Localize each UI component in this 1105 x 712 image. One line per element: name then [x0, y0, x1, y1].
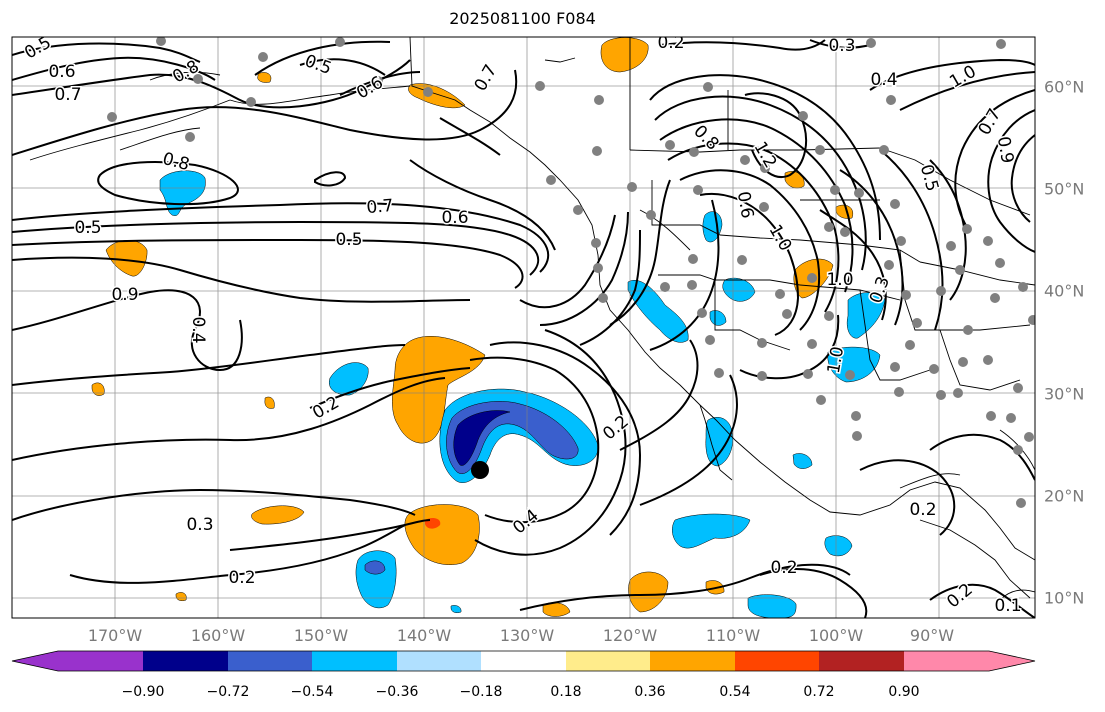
- lon-tick-label: 90°W: [909, 626, 955, 645]
- colorbar-tick-label: 0.36: [634, 684, 666, 700]
- contour-label: 0.2: [228, 568, 255, 588]
- contour-label: 0.3: [186, 515, 213, 535]
- contour-label: 0.2: [657, 33, 684, 53]
- lon-tick-label: 150°W: [293, 626, 349, 645]
- lat-tick-label: 20°N: [1044, 486, 1085, 506]
- colorbar-segment: [312, 651, 397, 671]
- colorbar-tick-label: 0.72: [803, 684, 835, 700]
- contour-label: 0.1: [994, 596, 1021, 616]
- lon-tick-label: 170°W: [87, 626, 143, 645]
- lon-tick-label: 100°W: [808, 626, 864, 645]
- lat-tick-label: 40°N: [1044, 281, 1085, 301]
- lon-tick-label: 120°W: [602, 626, 658, 645]
- lon-tick-label: 110°W: [705, 626, 761, 645]
- contour-label: 0.6: [441, 208, 468, 228]
- contour-label: 0.2: [770, 558, 797, 578]
- colorbar-segment: [58, 651, 143, 671]
- contour-label: 0.6: [733, 190, 757, 220]
- contour-label: 0.9: [111, 285, 138, 305]
- colorbar-extend-high: [989, 651, 1035, 671]
- colorbar-tick-label: −0.54: [290, 684, 334, 700]
- map-title: 2025081100 F084: [449, 9, 596, 28]
- lat-tick-label: 50°N: [1044, 179, 1085, 199]
- colorbar-segment: [566, 651, 650, 671]
- contour-label: 0.9: [993, 135, 1017, 165]
- colorbar-segment: [228, 651, 312, 671]
- contour-label: 0.6: [48, 62, 75, 82]
- contour-label: 0.5: [335, 230, 362, 250]
- colorbar-segment: [819, 651, 904, 671]
- contour-label: 0.3: [828, 36, 855, 56]
- station-dots: [107, 37, 1035, 508]
- contour-label: 0.7: [54, 85, 81, 105]
- colorbar-segment: [397, 651, 481, 671]
- positive-anomaly-shading: [91, 37, 854, 617]
- contour-label: 1.0: [824, 345, 848, 375]
- contour-label: 0.5: [74, 218, 101, 238]
- colorbar-segment: [650, 651, 735, 671]
- contour-label: 1.0: [826, 270, 853, 290]
- colorbar-tick-label: 0.90: [888, 684, 920, 700]
- colorbar-extend-low: [12, 651, 58, 671]
- colorbar-segment: [735, 651, 819, 671]
- colorbar-segment: [481, 651, 566, 671]
- map-frame: [11, 36, 1036, 619]
- contour-label: 0.4: [188, 316, 208, 343]
- lat-lon-grid: [12, 37, 1035, 618]
- lat-tick-label: 60°N: [1044, 77, 1085, 97]
- negative-anomaly-shading: [159, 170, 886, 618]
- lat-tick-label: 10°N: [1044, 588, 1085, 608]
- storm-center-marker: [471, 461, 489, 479]
- colorbar-tick-label: −0.72: [206, 684, 250, 700]
- contour-lines: [12, 39, 1035, 618]
- colorbar-outline: [11, 650, 1036, 672]
- contour-label: 0.4: [870, 70, 897, 90]
- lat-tick-label: 30°N: [1044, 384, 1085, 404]
- colorbar-segment: [143, 651, 228, 671]
- colorbar-tick-label: 0.18: [550, 684, 582, 700]
- colorbar-segment: [904, 651, 989, 671]
- colorbar-tick-label: −0.36: [375, 684, 419, 700]
- colorbar-tick-label: −0.18: [459, 684, 503, 700]
- contour-label: 0.7: [366, 196, 395, 218]
- contour-label: 0.2: [909, 500, 936, 520]
- colorbar-tick-label: 0.54: [719, 684, 751, 700]
- lon-tick-label: 140°W: [396, 626, 452, 645]
- colorbar-tick-label: −0.90: [121, 684, 165, 700]
- lon-tick-label: 160°W: [190, 626, 246, 645]
- lon-tick-label: 130°W: [499, 626, 555, 645]
